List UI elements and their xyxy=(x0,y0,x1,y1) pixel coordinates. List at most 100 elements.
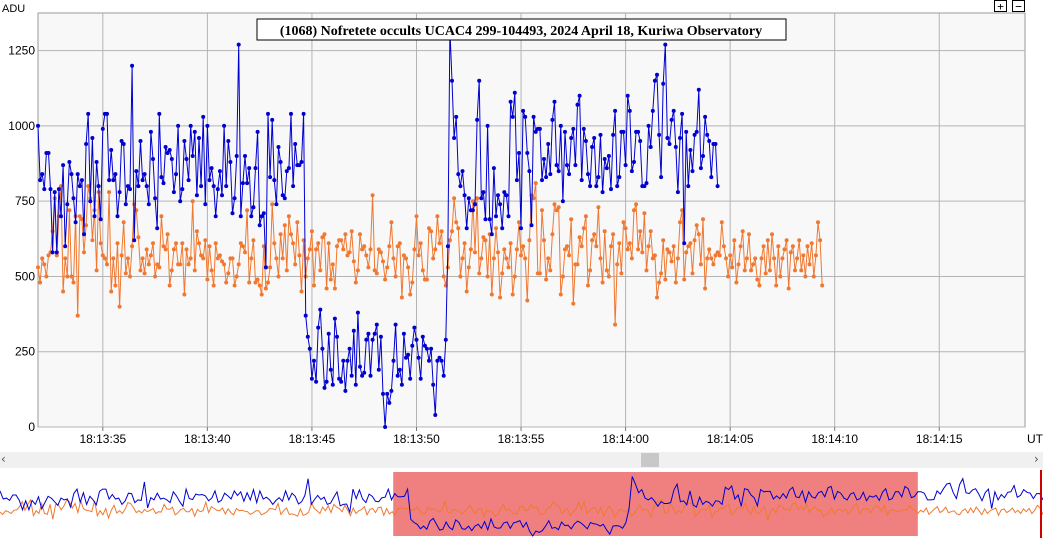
data-point xyxy=(527,238,532,243)
data-point xyxy=(504,193,509,198)
data-point xyxy=(406,265,411,270)
data-point xyxy=(77,214,82,219)
data-point xyxy=(742,268,747,273)
y-tick-label: 1250 xyxy=(8,44,35,58)
data-point xyxy=(366,265,371,270)
data-point xyxy=(220,193,224,198)
data-point xyxy=(594,244,599,249)
data-point xyxy=(194,229,199,234)
overview-navigator[interactable] xyxy=(0,470,1043,538)
data-point xyxy=(615,262,620,267)
data-point xyxy=(335,244,339,249)
data-point xyxy=(533,129,538,134)
data-point xyxy=(117,304,122,309)
data-point xyxy=(297,163,302,168)
data-point xyxy=(211,283,216,288)
data-point xyxy=(90,238,95,243)
data-point xyxy=(642,184,647,189)
data-point xyxy=(548,172,553,177)
data-point xyxy=(123,271,128,276)
data-point xyxy=(243,250,247,255)
data-point xyxy=(119,139,124,143)
data-point xyxy=(744,256,749,261)
data-point xyxy=(374,271,379,276)
data-point xyxy=(617,241,622,246)
data-point xyxy=(738,244,743,249)
y-tick-label: 750 xyxy=(15,194,35,208)
data-point xyxy=(583,139,588,143)
data-point xyxy=(54,250,59,255)
data-point xyxy=(247,166,252,171)
data-point xyxy=(519,253,523,258)
data-point xyxy=(525,298,530,303)
zoom-in-button[interactable]: + xyxy=(994,0,1007,12)
data-point xyxy=(148,129,153,134)
data-point xyxy=(362,370,367,375)
data-point xyxy=(389,220,394,225)
data-point xyxy=(558,123,563,128)
data-point xyxy=(263,265,268,270)
data-point xyxy=(477,271,482,276)
data-point xyxy=(207,244,212,249)
data-point xyxy=(337,376,342,381)
data-point xyxy=(303,313,308,318)
data-point xyxy=(550,232,555,237)
data-point xyxy=(489,292,494,297)
data-point xyxy=(786,286,791,291)
y-tick-label: 0 xyxy=(28,420,35,434)
data-point xyxy=(276,145,281,149)
data-point xyxy=(249,256,254,261)
data-point xyxy=(680,208,685,213)
x-tick-label: 18:13:35 xyxy=(79,432,126,446)
data-point xyxy=(107,190,112,195)
data-point xyxy=(266,111,270,116)
data-point xyxy=(623,163,628,168)
data-point xyxy=(615,184,620,189)
data-point xyxy=(399,382,404,387)
data-point xyxy=(278,232,283,237)
scrollbar-thumb[interactable] xyxy=(641,453,659,467)
scrollbar[interactable] xyxy=(0,452,1043,468)
data-point xyxy=(418,376,423,381)
data-point xyxy=(684,129,689,134)
data-point xyxy=(347,346,352,351)
data-point xyxy=(178,199,183,204)
data-point xyxy=(652,78,657,83)
data-point xyxy=(245,181,250,186)
data-point xyxy=(650,256,655,261)
data-point xyxy=(713,253,718,258)
y-tick-label: 250 xyxy=(15,345,35,359)
data-point xyxy=(514,247,519,252)
data-point xyxy=(387,400,392,405)
data-point xyxy=(107,178,112,183)
series-0 xyxy=(36,27,720,429)
data-point xyxy=(123,202,128,207)
overview-series-0 xyxy=(0,476,1043,537)
data-point xyxy=(86,111,91,116)
data-point xyxy=(560,274,565,279)
data-point xyxy=(395,373,400,378)
data-point xyxy=(460,169,465,174)
zoom-out-button[interactable]: − xyxy=(1012,0,1025,12)
data-point xyxy=(165,151,170,155)
data-point xyxy=(500,226,505,231)
data-point xyxy=(332,316,337,321)
data-point xyxy=(414,337,419,342)
data-point xyxy=(502,190,507,195)
scroll-left-arrow-icon[interactable]: ‹ xyxy=(1,452,6,466)
data-point xyxy=(255,277,260,282)
data-point xyxy=(586,172,590,177)
data-point xyxy=(801,253,806,258)
data-point xyxy=(217,253,222,258)
data-point xyxy=(728,253,733,258)
scroll-right-arrow-icon[interactable]: › xyxy=(1034,452,1039,466)
data-point xyxy=(579,244,584,249)
data-point xyxy=(201,256,206,261)
data-point xyxy=(378,334,383,339)
x-tick-label: 18:13:50 xyxy=(393,432,440,446)
data-point xyxy=(270,117,275,122)
data-point xyxy=(128,274,132,279)
data-point xyxy=(266,280,270,285)
data-point xyxy=(588,268,593,273)
data-point xyxy=(368,373,373,378)
